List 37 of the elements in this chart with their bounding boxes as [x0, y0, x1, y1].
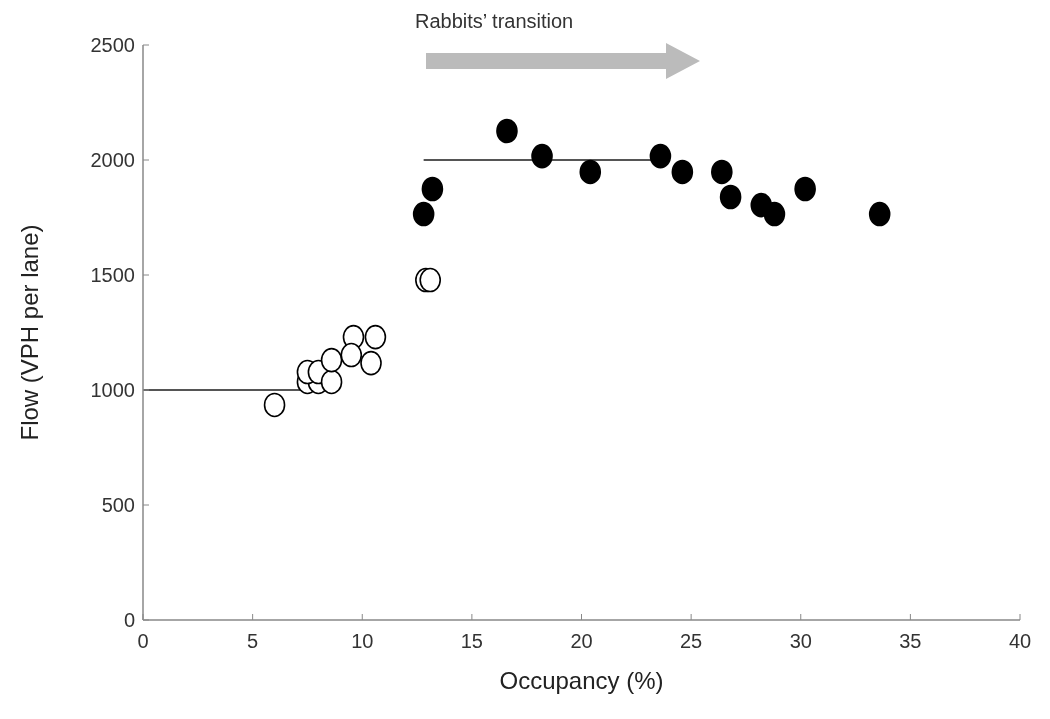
- point: [531, 143, 553, 169]
- x-tick-label: 35: [899, 630, 922, 652]
- y-axis-title: Flow (VPH per lane): [16, 224, 43, 441]
- point: [719, 184, 742, 210]
- x-tick-label: 5: [247, 630, 259, 652]
- point: [868, 201, 891, 227]
- y-tick-label: 500: [101, 494, 135, 516]
- point: [419, 267, 442, 293]
- y-tick-label: 2000: [90, 149, 135, 171]
- x-tick-label: 30: [789, 630, 812, 652]
- point: [263, 392, 286, 418]
- text: Rabbits’ transition: [415, 10, 574, 32]
- y-tick-label: 1500: [90, 264, 135, 286]
- point: [421, 176, 444, 202]
- x-tick-label: 25: [680, 630, 703, 652]
- point: [340, 342, 363, 368]
- y-tick-label: 0: [123, 609, 135, 631]
- y-tick-label: 2500: [90, 34, 135, 56]
- point: [412, 201, 435, 227]
- point: [496, 118, 518, 144]
- point: [320, 347, 343, 373]
- x-tick-label: 20: [570, 630, 593, 652]
- point: [711, 159, 733, 185]
- y-tick-label: 1000: [90, 379, 135, 401]
- point: [364, 324, 387, 350]
- point: [763, 201, 786, 227]
- x-tick-label: 0: [137, 630, 149, 652]
- x-tick-label: 15: [460, 630, 483, 652]
- point: [794, 176, 816, 202]
- point: [671, 159, 694, 185]
- x-axis-title: Occupancy (%): [499, 667, 664, 694]
- point: [579, 159, 602, 185]
- point: [360, 350, 382, 376]
- x-tick-label: 40: [1008, 630, 1032, 652]
- point: [649, 143, 672, 169]
- x-tick-label: 10: [351, 630, 374, 652]
- point: [320, 369, 343, 395]
